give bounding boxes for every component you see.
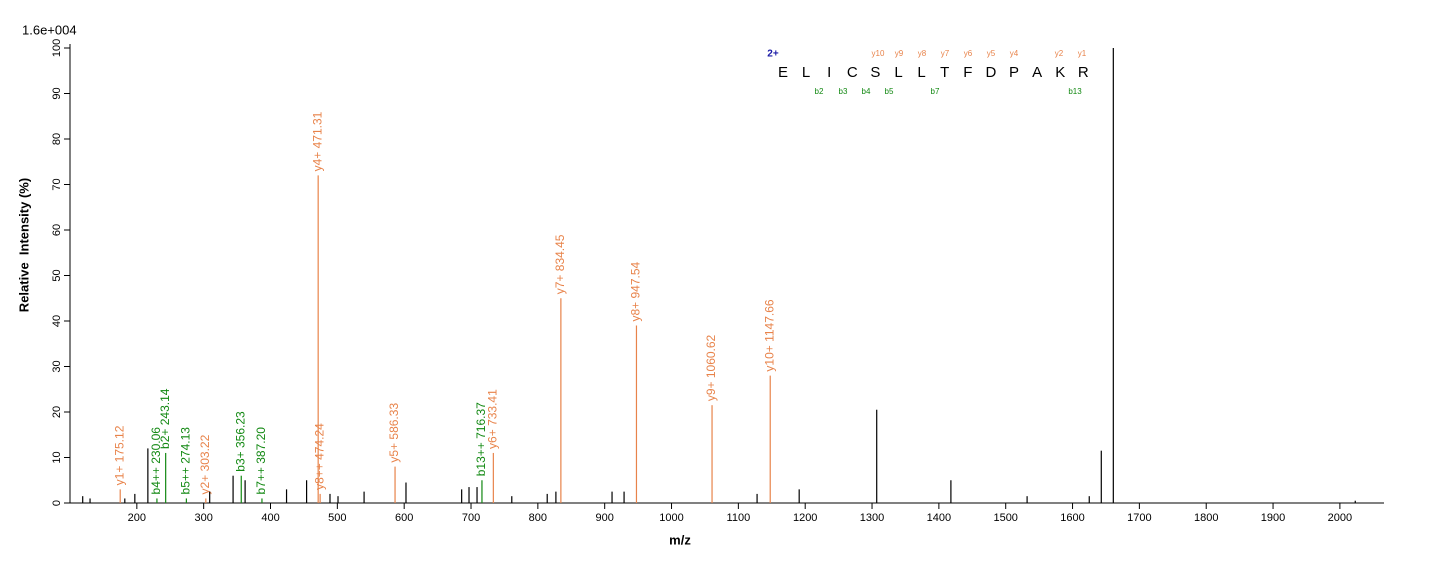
x-tick-label: 300 [194,512,212,524]
residue: P [1009,64,1019,81]
y-tick-label: 20 [51,406,63,418]
peak-label: b13++ 716.37 [474,402,488,476]
y-ion-marker: y10 [872,49,885,58]
peak-label: y9+ 1060.62 [704,334,718,401]
y-tick-label: 50 [51,269,63,281]
residue: F [963,64,972,81]
y-ion-marker: y2 [1055,49,1064,58]
y-tick-label: 60 [51,224,63,236]
residue: L [802,64,810,81]
y-tick-label: 10 [51,451,63,463]
peak-label: y8++ 474.24 [312,423,326,490]
x-tick-label: 1200 [793,512,817,524]
b-ion-marker: b3 [839,87,848,96]
peak-label: b2+ 243.14 [158,388,172,449]
y-tick-label: 90 [51,87,63,99]
peak-label: b4++ 230.06 [149,427,163,495]
residue: I [827,64,831,81]
b-ion-marker: b2 [815,87,824,96]
y-tick-label: 30 [51,360,63,372]
x-axis-label: m/z [669,532,691,547]
peak-label: y1+ 175.12 [112,425,126,485]
x-tick-label: 2000 [1328,512,1352,524]
peak-label: y6+ 733.41 [486,389,500,449]
x-tick-label: 1700 [1127,512,1151,524]
x-tick-label: 900 [596,512,614,524]
charge-state: 2+ [767,49,779,60]
x-tick-label: 1400 [927,512,951,524]
y-axis-label: Relative Intensity (%) [16,178,31,312]
x-tick-label: 700 [462,512,480,524]
x-tick-label: 1100 [727,512,751,524]
y-ion-marker: y6 [964,49,973,58]
peak-label: b3+ 356.23 [233,411,247,472]
peak-label: y4+ 471.31 [310,111,324,171]
x-tick-label: 1500 [993,512,1017,524]
peak-label: b5++ 274.13 [179,427,193,495]
peak-label: b7++ 387.20 [254,427,268,495]
b-ion-marker: b4 [862,87,871,96]
intensity-scale: 1.6e+004 [22,22,77,37]
residue: L [917,64,925,81]
peak-label: y10+ 1147.66 [762,299,776,372]
residue: C [847,64,858,81]
y-tick-label: 80 [51,133,63,145]
y-ion-marker: y1 [1078,49,1087,58]
residue: E [778,64,788,81]
x-tick-label: 500 [328,512,346,524]
residue: K [1055,64,1065,81]
residue: T [940,64,949,81]
b-ion-marker: b7 [931,87,940,96]
y-ion-marker: y4 [1010,49,1019,58]
x-tick-label: 600 [395,512,413,524]
b-ion-marker: b5 [885,87,894,96]
residue: L [894,64,902,81]
y-ion-marker: y5 [987,49,996,58]
y-ion-marker: y9 [895,49,904,58]
y-tick-label: 40 [51,315,63,327]
peak-label: y5+ 586.33 [387,403,401,463]
residue: S [870,64,880,81]
x-tick-label: 200 [128,512,146,524]
residue: A [1032,64,1042,81]
y-tick-label: 100 [51,39,63,57]
peak-label: y7+ 834.45 [553,234,567,294]
x-tick-label: 1600 [1060,512,1084,524]
y-ion-marker: y8 [918,49,927,58]
y-tick-label: 0 [51,500,63,506]
x-tick-label: 1800 [1194,512,1218,524]
x-tick-label: 800 [529,512,547,524]
x-tick-label: 1300 [860,512,884,524]
x-tick-label: 1000 [659,512,683,524]
x-tick-label: 400 [261,512,279,524]
b-ion-marker: b13 [1068,87,1082,96]
x-tick-label: 1900 [1261,512,1285,524]
residue: D [985,64,996,81]
peak-label: y2+ 303.22 [198,434,212,494]
y-tick-label: 70 [51,178,63,190]
residue: R [1078,64,1089,81]
y-ion-marker: y7 [941,49,950,58]
peak-label: y8+ 947.54 [629,262,643,322]
